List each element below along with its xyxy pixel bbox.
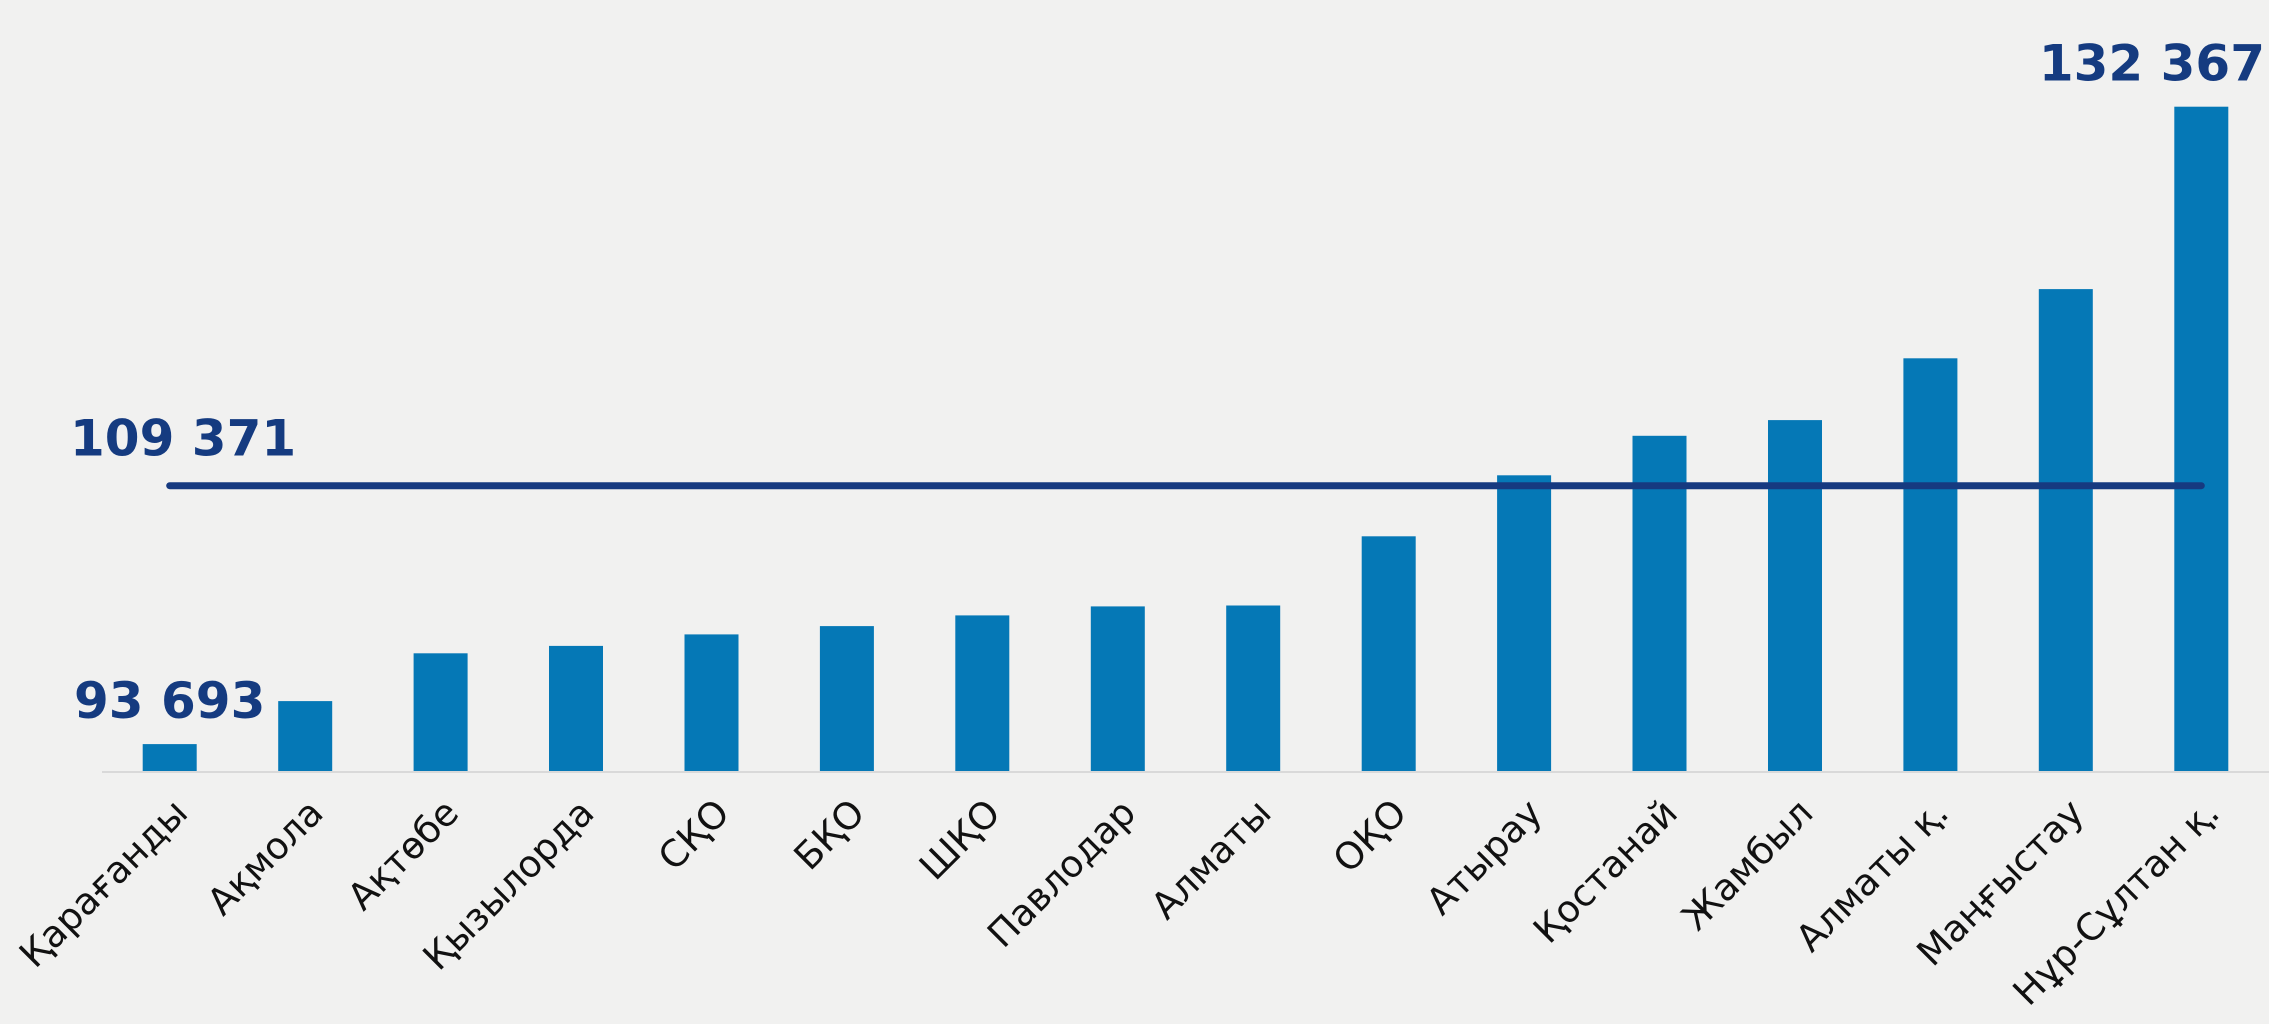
bar	[819, 626, 874, 772]
bar-value-label: 93 693	[74, 672, 265, 730]
bar	[2038, 289, 2093, 772]
bar	[2174, 106, 2229, 772]
bar	[278, 701, 333, 772]
x-tick-label: СҚО	[650, 791, 738, 879]
x-tick-label: Қарағанды	[11, 791, 196, 976]
x-tick-label: Павлодар	[979, 791, 1144, 956]
x-tick-label: Қостанай	[1525, 791, 1686, 952]
x-tick-label: Атырау	[1418, 791, 1550, 923]
x-tick-label: Ақтөбе	[339, 791, 467, 919]
x-tick-label: Жамбыл	[1673, 791, 1821, 939]
bar	[955, 615, 1010, 772]
x-tick-label: Ақмола	[199, 791, 332, 924]
data-labels: 93 693 132 367	[74, 35, 2265, 730]
x-tick-label: Алматы	[1143, 791, 1280, 928]
bar	[1497, 475, 1552, 772]
bar	[684, 634, 739, 772]
bars	[142, 106, 2229, 772]
bar	[413, 653, 468, 772]
x-tick-label: ШҚО	[911, 791, 1009, 889]
bar	[1361, 536, 1416, 772]
bar	[1632, 435, 1687, 772]
bar	[1903, 358, 1958, 772]
x-tick-label: БҚО	[786, 791, 874, 879]
bar-value-label: 132 367	[2039, 35, 2265, 93]
bar	[1768, 420, 1822, 772]
bar	[1226, 605, 1281, 772]
bar	[549, 645, 603, 772]
average-value-label: 109 371	[70, 410, 296, 468]
bar	[1090, 606, 1145, 772]
x-tick-label: ОҚО	[1325, 791, 1415, 881]
bar	[142, 744, 197, 772]
